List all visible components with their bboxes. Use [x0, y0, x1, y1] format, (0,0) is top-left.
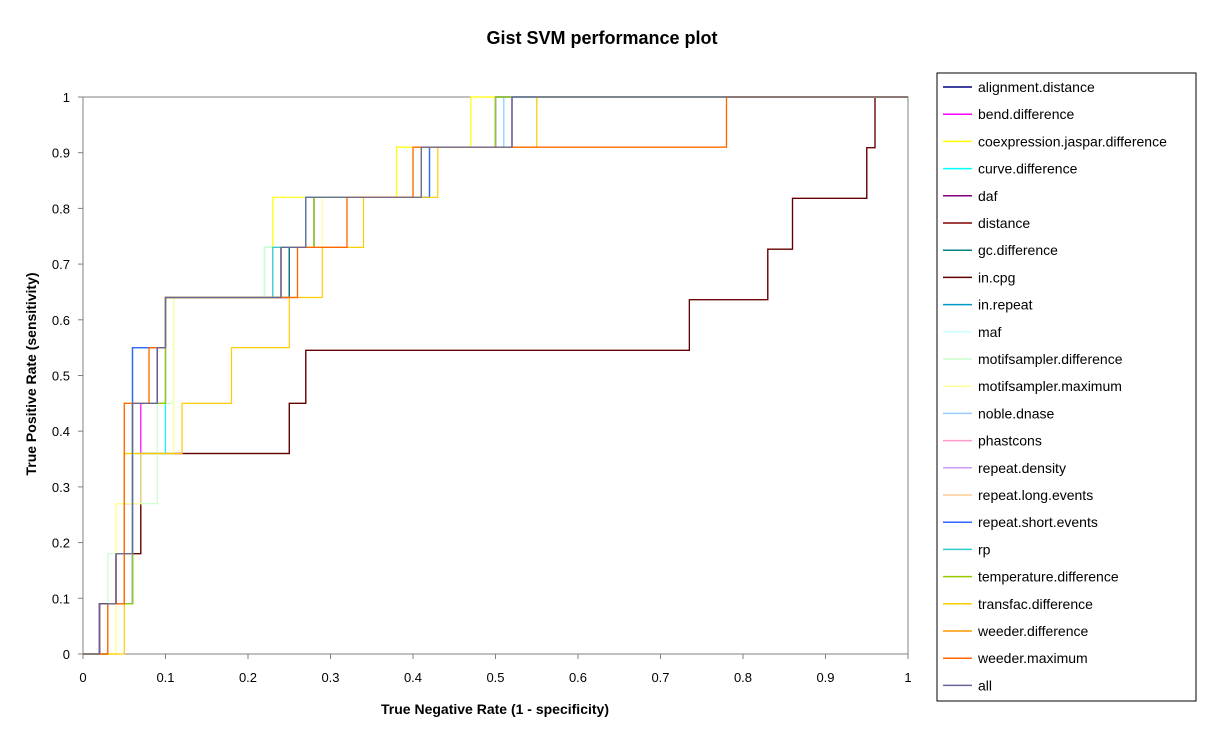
legend-label: gc.difference — [978, 242, 1058, 258]
axes-layer: 0 0.1 0.2 0.3 0.4 0.5 0.6 0.7 0.8 0.9 1 0 0.1 0.2 0.3 0… — [52, 90, 912, 685]
y-tick-label: 0.4 — [52, 424, 70, 439]
y-tick-label: 0.3 — [52, 480, 70, 495]
legend-label: bend.difference — [978, 106, 1074, 122]
x-tick-label: 0 — [79, 670, 86, 685]
legend-label: noble.dnase — [978, 405, 1055, 421]
legend-label: maf — [978, 324, 1001, 340]
y-axis-title: True Positive Rate (sensitivity) — [23, 272, 39, 475]
series-line-all — [83, 96, 908, 655]
y-tick-label: 0 — [63, 647, 70, 662]
y-tick-label: 0.7 — [52, 257, 70, 272]
x-tick-label: 0.4 — [404, 670, 422, 685]
x-tick-label: 0.1 — [156, 670, 174, 685]
plot-area — [82, 96, 909, 655]
legend-label: daf — [978, 188, 998, 204]
legend-label: all — [978, 677, 992, 693]
legend-label: in.repeat — [978, 297, 1033, 313]
y-tick-label: 1 — [63, 90, 70, 105]
x-tick-label: 0.7 — [651, 670, 669, 685]
legend-label: repeat.short.events — [978, 514, 1098, 530]
y-tick-label: 0.5 — [52, 369, 70, 384]
x-axis-title: True Negative Rate (1 - specificity) — [381, 701, 609, 717]
legend-label: repeat.density — [978, 460, 1066, 476]
legend-label: motifsampler.maximum — [978, 378, 1122, 394]
y-tick-label: 0.1 — [52, 591, 70, 606]
legend-label: distance — [978, 215, 1030, 231]
x-tick-label: 0.5 — [486, 670, 504, 685]
legend-label: transfac.difference — [978, 596, 1093, 612]
x-tick-label: 0.3 — [321, 670, 339, 685]
legend-label: repeat.long.events — [978, 487, 1093, 503]
legend-label: curve.difference — [978, 161, 1078, 177]
x-tick-label: 1 — [904, 670, 911, 685]
legend-label: rp — [978, 541, 991, 557]
series-layer — [83, 96, 908, 655]
y-tick-label: 0.2 — [52, 536, 70, 551]
x-tick-label: 0.8 — [734, 670, 752, 685]
y-tick-label: 0.9 — [52, 146, 70, 161]
x-tick-label: 0.2 — [239, 670, 257, 685]
legend-label: weeder.difference — [977, 623, 1088, 639]
y-tick-label: 0.8 — [52, 201, 70, 216]
legend-items: alignment.distance bend.difference coexpre… — [943, 79, 1167, 693]
legend: alignment.distance bend.difference coexpre… — [936, 72, 1197, 702]
legend-box — [936, 72, 1197, 702]
x-tick-label: 0.6 — [569, 670, 587, 685]
chart-title: Gist SVM performance plot — [486, 28, 717, 48]
y-tick-label: 0.6 — [52, 313, 70, 328]
legend-label: coexpression.jaspar.difference — [978, 133, 1167, 149]
x-tick-label: 0.9 — [816, 670, 834, 685]
legend-label: weeder.maximum — [977, 650, 1088, 666]
legend-label: motifsampler.difference — [978, 351, 1123, 367]
legend-label: in.cpg — [978, 269, 1015, 285]
legend-label: phastcons — [978, 433, 1042, 449]
legend-label: alignment.distance — [978, 79, 1095, 95]
legend-label: temperature.difference — [978, 569, 1119, 585]
